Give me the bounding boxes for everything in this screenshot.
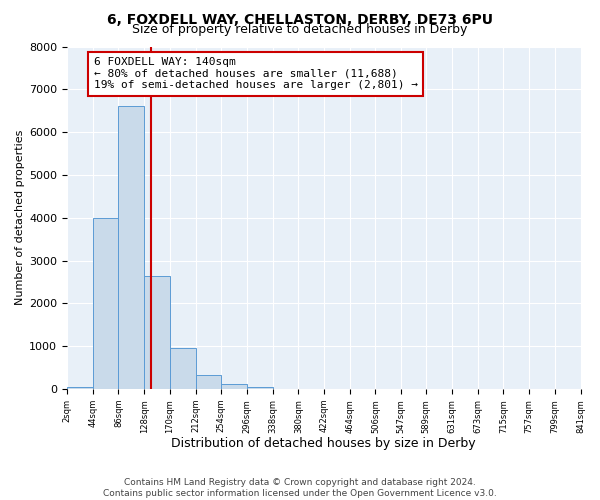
Bar <box>67 387 93 389</box>
Bar <box>118 106 144 389</box>
Text: Contains HM Land Registry data © Crown copyright and database right 2024.
Contai: Contains HM Land Registry data © Crown c… <box>103 478 497 498</box>
Text: Size of property relative to detached houses in Derby: Size of property relative to detached ho… <box>133 22 467 36</box>
X-axis label: Distribution of detached houses by size in Derby: Distribution of detached houses by size … <box>172 437 476 450</box>
Y-axis label: Number of detached properties: Number of detached properties <box>15 130 25 306</box>
Bar <box>196 375 221 389</box>
Text: 6, FOXDELL WAY, CHELLASTON, DERBY, DE73 6PU: 6, FOXDELL WAY, CHELLASTON, DERBY, DE73 … <box>107 12 493 26</box>
Bar <box>221 384 247 389</box>
Bar <box>144 276 170 389</box>
Bar <box>93 218 118 389</box>
Bar <box>247 387 272 389</box>
Text: 6 FOXDELL WAY: 140sqm
← 80% of detached houses are smaller (11,688)
19% of semi-: 6 FOXDELL WAY: 140sqm ← 80% of detached … <box>94 57 418 90</box>
Bar <box>170 348 196 389</box>
